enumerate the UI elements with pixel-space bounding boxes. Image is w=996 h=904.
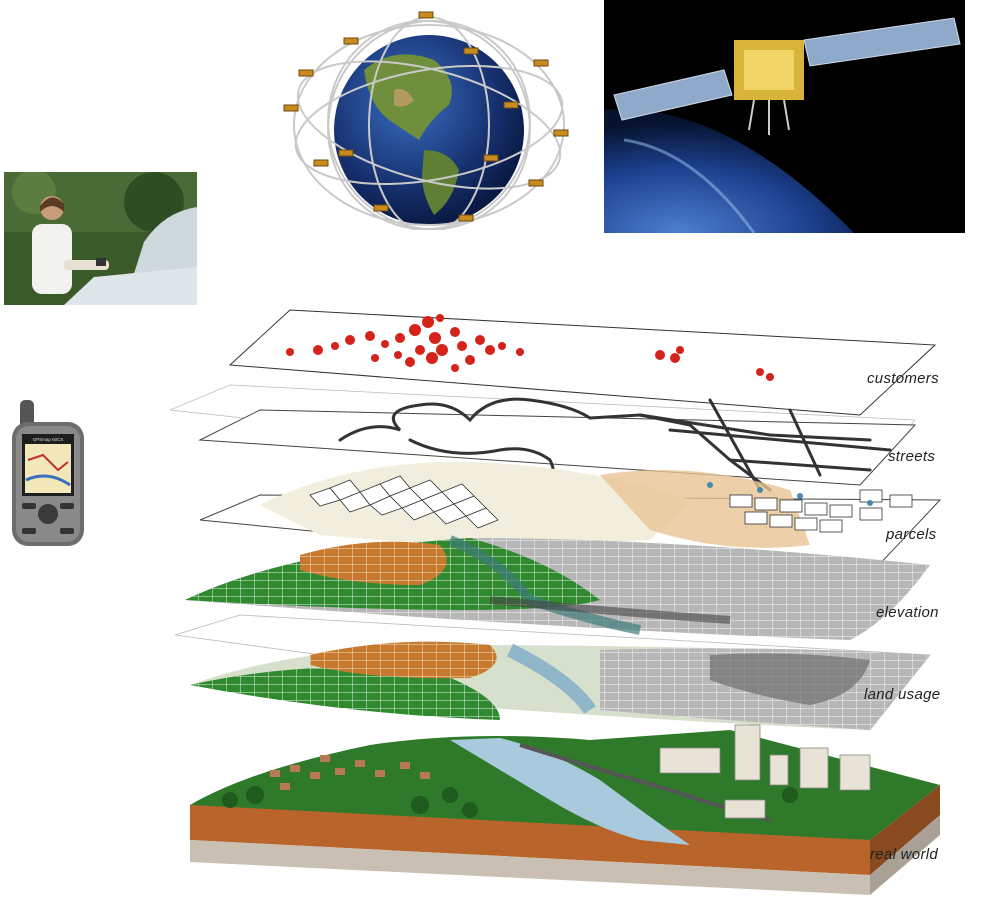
parcels-label: parcels (886, 526, 937, 543)
land-usage-layer (174, 614, 931, 731)
real-world-layer (190, 724, 940, 895)
field-worker-photo (4, 172, 197, 305)
land-usage-label: land usage (864, 686, 941, 703)
customers-label: customers (867, 370, 939, 387)
satellite-icon (604, 0, 965, 233)
gps-device-icon: GPSmap 60CS (12, 400, 84, 546)
streets-label: streets (888, 448, 936, 465)
elevation-layer (185, 535, 930, 640)
streets-layer (169, 384, 917, 492)
layers-illustration (169, 309, 942, 895)
svg-text:GPSmap 60CS: GPSmap 60CS (33, 437, 64, 442)
real-world-label: real world (870, 846, 939, 863)
gps-constellation-icon (283, 11, 569, 230)
customers-layer (228, 309, 937, 416)
gis-layers-diagram: customers streets parcels elevation land… (169, 300, 996, 899)
elevation-label: elevation (876, 604, 939, 621)
